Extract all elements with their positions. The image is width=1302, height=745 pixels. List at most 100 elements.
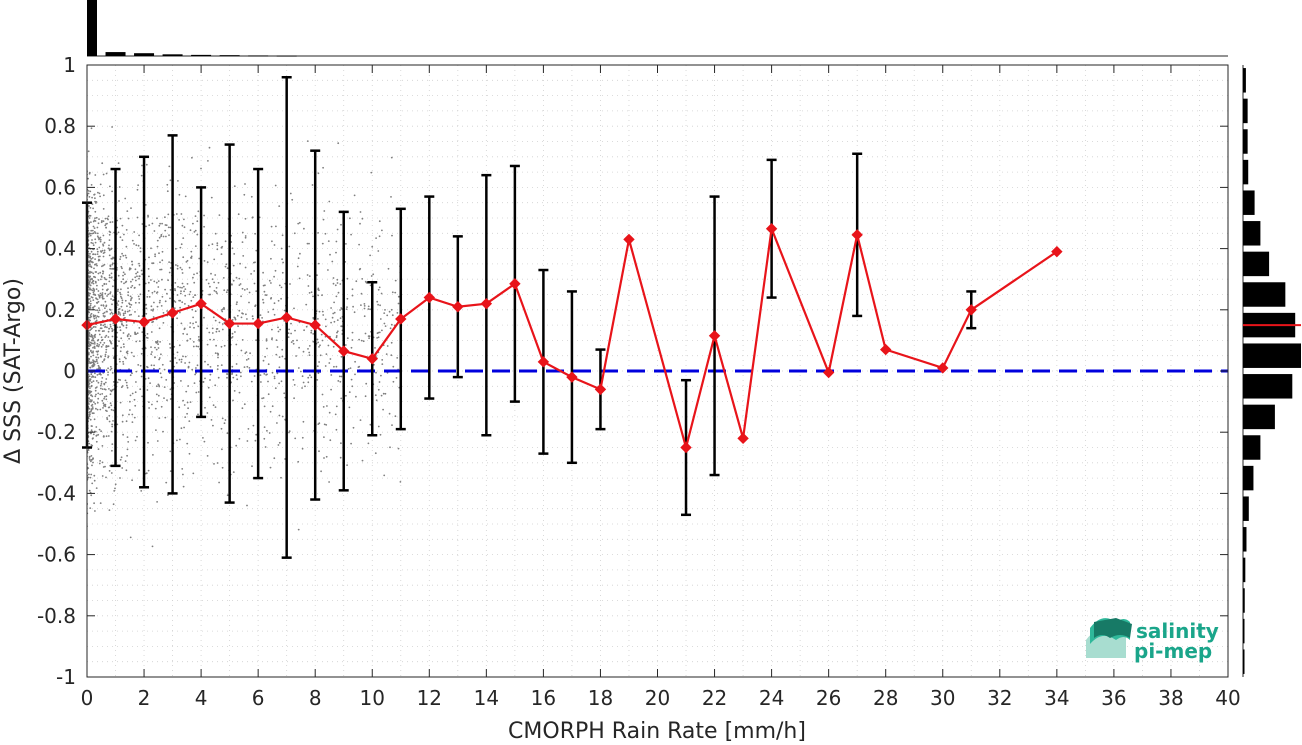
scatter-point [180, 380, 182, 382]
scatter-point [107, 336, 110, 338]
scatter-point [281, 415, 284, 418]
scatter-point [180, 427, 183, 430]
scatter-point [98, 192, 101, 195]
scatter-point [122, 271, 125, 274]
scatter-point [117, 288, 119, 291]
scatter-point [321, 393, 324, 396]
scatter-point [179, 286, 182, 289]
scatter-point [98, 366, 101, 369]
scatter-point [317, 372, 320, 375]
scatter-point [255, 339, 257, 342]
scatter-point [130, 280, 132, 283]
scatter-point [317, 294, 320, 297]
scatter-point [251, 465, 253, 468]
scatter-point [181, 268, 183, 271]
scatter-point [296, 339, 298, 342]
scatter-point [95, 329, 97, 332]
scatter-point [92, 253, 94, 256]
scatter-point [283, 392, 286, 395]
scatter-point [134, 404, 137, 407]
scatter-point [213, 281, 216, 284]
scatter-point [220, 253, 223, 256]
scatter-point [281, 271, 284, 274]
scatter-point [139, 293, 142, 296]
scatter-point [125, 351, 128, 354]
y-tick-label: 1 [63, 53, 76, 77]
scatter-point [180, 361, 183, 363]
scatter-point [93, 227, 96, 230]
scatter-point [134, 439, 137, 442]
scatter-point [92, 291, 95, 294]
scatter-point [270, 282, 272, 284]
scatter-point [216, 244, 219, 247]
scatter-point [87, 272, 90, 275]
scatter-point [212, 316, 215, 319]
scatter-point [97, 191, 99, 194]
scatter-point [250, 273, 253, 275]
scatter-point [126, 386, 129, 389]
scatter-point [111, 335, 114, 338]
scatter-point [121, 414, 124, 417]
scatter-point [176, 265, 179, 267]
scatter-point [151, 545, 154, 548]
scatter-point [240, 316, 243, 319]
y-tick-label: 0.4 [44, 237, 76, 261]
x-axis-title: CMORPH Rain Rate [mm/h] [508, 719, 806, 744]
scatter-point [269, 410, 272, 413]
scatter-point [103, 396, 106, 398]
scatter-point [281, 355, 284, 358]
scatter-point [192, 276, 194, 279]
scatter-point [109, 267, 112, 270]
scatter-point [98, 296, 101, 299]
scatter-point [349, 367, 352, 369]
scatter-point [216, 368, 219, 371]
data-point-marker [309, 319, 321, 331]
scatter-point [93, 275, 96, 278]
scatter-point [109, 402, 112, 405]
mean-series-markers [81, 223, 1063, 454]
scatter-point [244, 266, 247, 269]
scatter-point [104, 381, 107, 384]
scatter-point [140, 490, 143, 492]
scatter-point [89, 507, 92, 509]
scatter-point [90, 459, 93, 461]
scatter-point [396, 312, 399, 314]
scatter-point [108, 244, 110, 247]
right-histogram-bar [1243, 190, 1255, 215]
scatter-point [147, 290, 150, 292]
scatter-point [96, 264, 98, 267]
scatter-point [235, 444, 238, 447]
scatter-point [184, 362, 187, 364]
scatter-point [128, 302, 131, 305]
scatter-point [317, 318, 319, 320]
scatter-point [262, 359, 265, 362]
scatter-point [278, 356, 281, 358]
scatter-point [194, 215, 197, 218]
scatter-point [156, 305, 159, 308]
scatter-point [130, 207, 132, 210]
scatter-point [223, 289, 226, 292]
scatter-point [216, 328, 219, 330]
scatter-point [278, 205, 281, 208]
scatter-point [160, 305, 163, 307]
scatter-point [155, 281, 158, 284]
scatter-point [97, 381, 100, 384]
scatter-point [358, 338, 360, 341]
scatter-point [234, 331, 236, 333]
scatter-point [92, 346, 94, 349]
scatter-point [101, 388, 104, 390]
scatter-point [295, 355, 297, 357]
scatter-point [145, 472, 148, 475]
scatter-point [135, 370, 138, 373]
scatter-point [90, 229, 93, 232]
scatter-point [95, 216, 98, 219]
scatter-point [310, 291, 313, 294]
scatter-point [235, 303, 238, 306]
scatter-point [116, 326, 119, 329]
scatter-point [88, 302, 90, 304]
scatter-point [186, 259, 189, 262]
scatter-point [108, 414, 111, 417]
scatter-point [337, 291, 340, 294]
right-histogram-bar [1243, 435, 1261, 460]
scatter-point [244, 183, 246, 185]
